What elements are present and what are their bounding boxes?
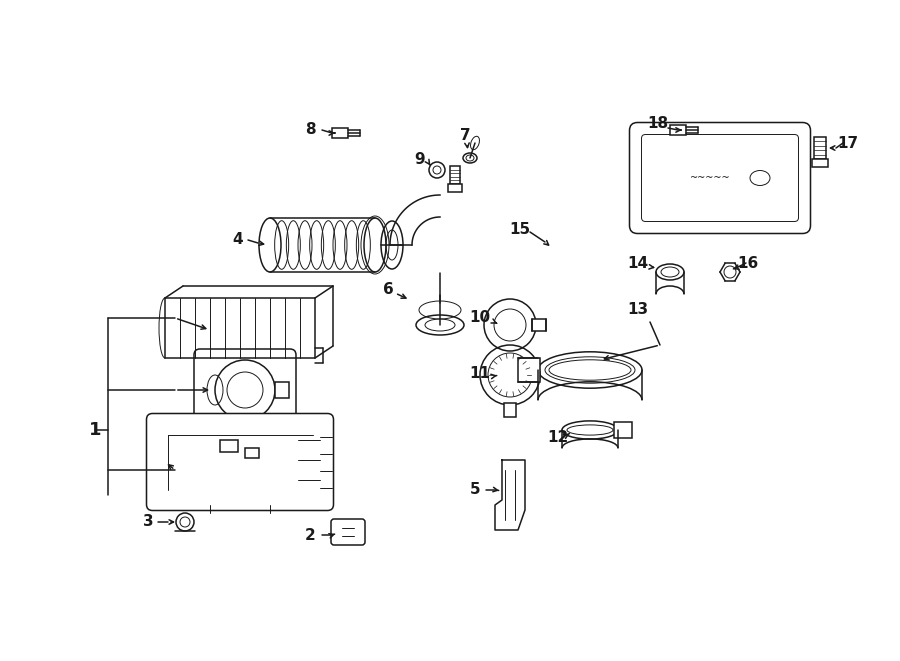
Bar <box>332 128 348 138</box>
Text: 12: 12 <box>547 430 569 446</box>
FancyBboxPatch shape <box>147 414 334 510</box>
Bar <box>614 422 632 438</box>
FancyBboxPatch shape <box>629 122 811 233</box>
Bar <box>814 137 826 159</box>
Bar <box>670 125 686 135</box>
Text: ~~~~~: ~~~~~ <box>689 173 730 183</box>
Bar <box>245 447 259 457</box>
Text: 1: 1 <box>89 421 101 439</box>
Text: 8: 8 <box>305 122 315 137</box>
Text: 11: 11 <box>470 366 490 381</box>
Text: 18: 18 <box>647 116 669 130</box>
Text: 15: 15 <box>509 223 531 237</box>
Bar <box>448 184 462 192</box>
Text: 10: 10 <box>470 311 490 325</box>
Bar <box>450 166 460 184</box>
Bar <box>532 319 546 331</box>
Text: 7: 7 <box>460 128 471 143</box>
Text: 3: 3 <box>143 514 153 529</box>
Bar <box>812 159 828 167</box>
FancyBboxPatch shape <box>331 519 365 545</box>
Bar <box>518 358 540 382</box>
Text: 4: 4 <box>233 233 243 247</box>
Text: 14: 14 <box>627 256 649 270</box>
Text: 6: 6 <box>382 282 393 297</box>
FancyBboxPatch shape <box>194 349 296 431</box>
Bar <box>220 440 238 451</box>
Text: 2: 2 <box>304 527 315 543</box>
Text: 17: 17 <box>837 136 859 151</box>
Text: 16: 16 <box>737 256 759 270</box>
Text: 13: 13 <box>627 303 649 317</box>
Text: 9: 9 <box>415 153 426 167</box>
Text: 5: 5 <box>470 483 481 498</box>
Bar <box>275 382 289 398</box>
Bar <box>504 403 516 417</box>
